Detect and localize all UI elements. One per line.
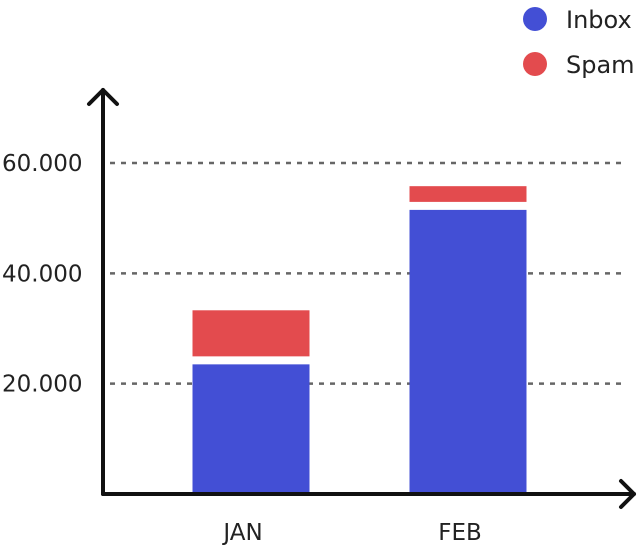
bar-inbox-feb — [409, 209, 527, 494]
bar-spam-jan — [192, 310, 310, 357]
bars — [192, 186, 527, 494]
y-tick-label: 40.000 — [2, 261, 82, 287]
x-axis-arrowhead — [619, 479, 636, 509]
y-tick-label: 60.000 — [2, 151, 82, 177]
legend-label-inbox: Inbox — [566, 6, 632, 34]
legend-label-spam: Spam — [566, 51, 635, 79]
legend: Inbox Spam — [523, 6, 635, 79]
legend-swatch-inbox — [523, 7, 547, 31]
x-tick-label: JAN — [221, 520, 262, 546]
bar-spam-feb — [409, 186, 527, 202]
bar-inbox-jan — [192, 364, 310, 494]
x-tick-labels: JAN FEB — [221, 520, 481, 546]
y-tick-label: 20.000 — [2, 372, 82, 398]
legend-swatch-spam — [523, 52, 547, 76]
axes — [87, 88, 636, 509]
gridlines — [110, 161, 627, 385]
y-tick-labels: 20.000 40.000 60.000 — [2, 151, 82, 398]
x-tick-label: FEB — [438, 520, 482, 546]
